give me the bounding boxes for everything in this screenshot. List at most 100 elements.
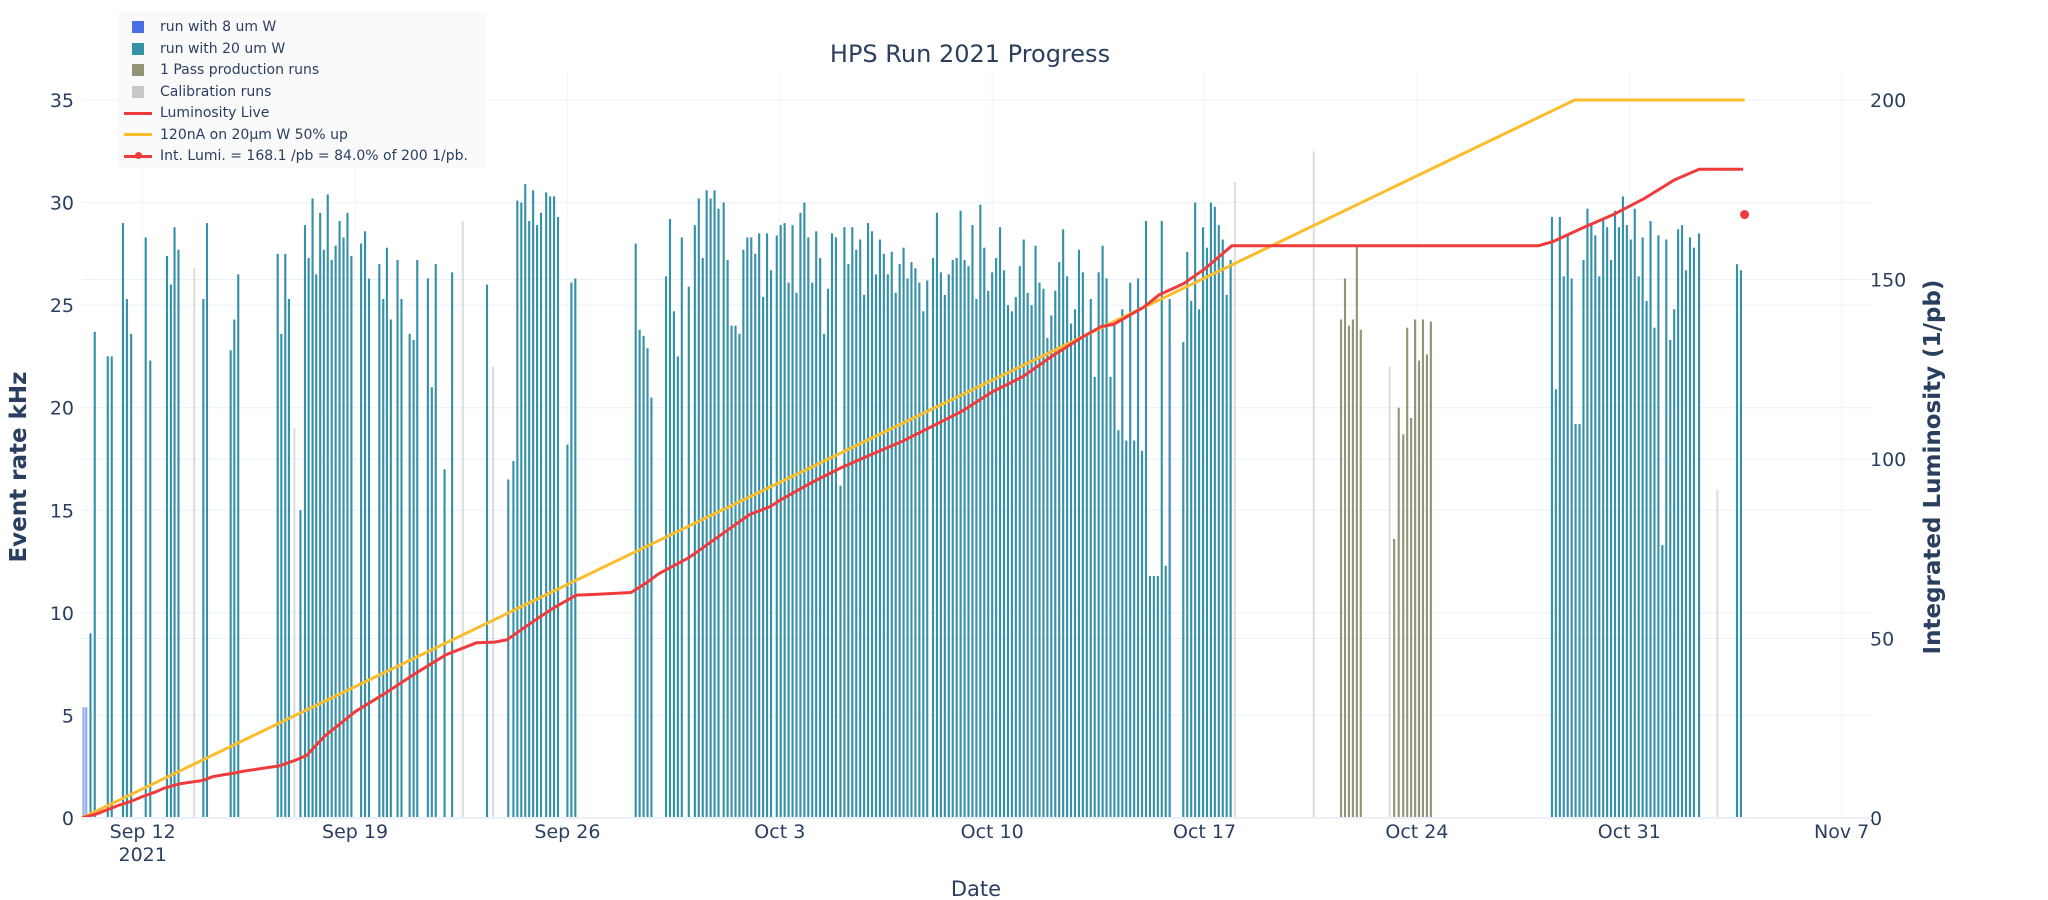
production-bar	[1410, 417, 1413, 818]
y-tick-label: 30	[50, 193, 74, 215]
bar-20um	[1677, 229, 1680, 819]
bar-8um	[82, 707, 85, 818]
bar-20um	[1586, 208, 1589, 818]
bar-20um	[823, 333, 826, 818]
bar-20um	[382, 298, 385, 818]
legend-item[interactable]: 120nA on 20μm W 50% up	[124, 126, 348, 144]
y-tick-label: 0	[62, 808, 74, 830]
calibration-bar	[1233, 182, 1236, 819]
bar-20um	[687, 286, 690, 818]
bar-20um	[110, 356, 113, 818]
production-bar	[1359, 329, 1362, 818]
bar-20um	[364, 231, 367, 818]
y-tick-label: 10	[50, 603, 74, 625]
bar-20um	[847, 264, 850, 819]
bar-20um	[1109, 376, 1112, 818]
bar-20um	[1566, 235, 1569, 818]
bar-20um	[1069, 323, 1073, 818]
bar-20um	[342, 237, 345, 819]
bar-20um	[1633, 208, 1636, 818]
bar-20um	[987, 290, 990, 819]
bar-20um	[851, 227, 854, 818]
bar-20um	[1574, 424, 1577, 818]
bar-20um	[570, 282, 573, 818]
legend-item[interactable]: run with 8 um W	[124, 18, 276, 36]
bar-20um	[758, 233, 761, 819]
bar-20um	[668, 218, 672, 819]
chart-title: HPS Run 2021 Progress	[830, 40, 1110, 68]
bar-20um	[634, 243, 637, 819]
bars	[82, 151, 1742, 819]
bar-20um	[1073, 309, 1077, 818]
calibration-bar	[1312, 151, 1315, 819]
production-bar	[1402, 434, 1405, 818]
bar-20um	[863, 294, 866, 818]
bar-20um	[1669, 340, 1672, 818]
bar-20um	[1081, 272, 1084, 818]
bar-20um	[664, 276, 668, 818]
bar-20um	[1229, 260, 1232, 818]
legend-item[interactable]: run with 20 um W	[124, 40, 285, 58]
bar-20um	[144, 237, 147, 819]
production-bar	[1429, 321, 1432, 818]
bar-20um	[1582, 260, 1585, 818]
bar-20um	[1121, 309, 1124, 818]
bar-20um	[524, 184, 527, 818]
bar-20um	[1637, 276, 1640, 818]
bar-20um	[991, 272, 994, 818]
x-tick-label: Sep 12	[110, 821, 176, 843]
bar-20um	[326, 194, 329, 818]
legend-item[interactable]: Calibration runs	[124, 83, 271, 101]
calibration-bar	[193, 268, 196, 818]
bar-20um	[512, 461, 515, 818]
legend-item[interactable]: 1 Pass production runs	[124, 61, 319, 79]
bar-20um	[926, 280, 929, 818]
y-tick-label: 35	[50, 90, 74, 112]
bar-20um	[878, 239, 881, 819]
bar-20um	[169, 284, 172, 819]
bar-20um	[998, 227, 1002, 818]
bar-20um	[738, 333, 741, 818]
calibration-bar	[461, 221, 464, 818]
bar-20um	[1598, 276, 1601, 818]
bar-20um	[360, 243, 363, 819]
bar-20um	[874, 274, 878, 818]
bar-20um	[1688, 237, 1692, 819]
bar-20um	[1117, 430, 1120, 818]
bar-20um	[1621, 196, 1624, 819]
bar-20um	[536, 225, 539, 818]
bar-20um	[202, 298, 205, 818]
bar-20um	[319, 212, 322, 819]
bar-20um	[1653, 327, 1656, 818]
bar-20um	[350, 255, 353, 818]
lines	[81, 98, 1750, 820]
calibration-bar	[492, 366, 495, 818]
production-bar	[1347, 325, 1351, 818]
legend-marker-icon	[135, 152, 142, 159]
legend-item[interactable]: Int. Lumi. = 168.1 /pb = 84.0% of 200 1/…	[124, 147, 468, 165]
bar-20um	[549, 196, 552, 819]
bar-20um	[1093, 376, 1096, 818]
bar-20um	[931, 257, 935, 819]
legend-swatch	[132, 85, 144, 98]
bar-20um	[303, 225, 307, 818]
bar-20um	[389, 319, 392, 818]
bar-20um	[1089, 298, 1092, 818]
bar-20um	[574, 278, 577, 819]
bar-20um	[1030, 305, 1033, 819]
bar-20um	[229, 350, 232, 818]
legend-label: Luminosity Live	[160, 105, 270, 121]
production-bar	[1397, 407, 1400, 818]
bar-20um	[971, 225, 974, 818]
calibration-bar	[1388, 366, 1391, 818]
production-bar	[1417, 360, 1421, 818]
bar-20um	[834, 237, 837, 819]
bar-20um	[955, 257, 958, 819]
bar-20um	[93, 331, 96, 818]
bar-20um	[910, 262, 913, 818]
production-bar	[1343, 278, 1347, 819]
bar-20um	[676, 356, 679, 818]
legend-item[interactable]: Luminosity Live	[124, 104, 269, 122]
bar-20um	[705, 190, 708, 818]
